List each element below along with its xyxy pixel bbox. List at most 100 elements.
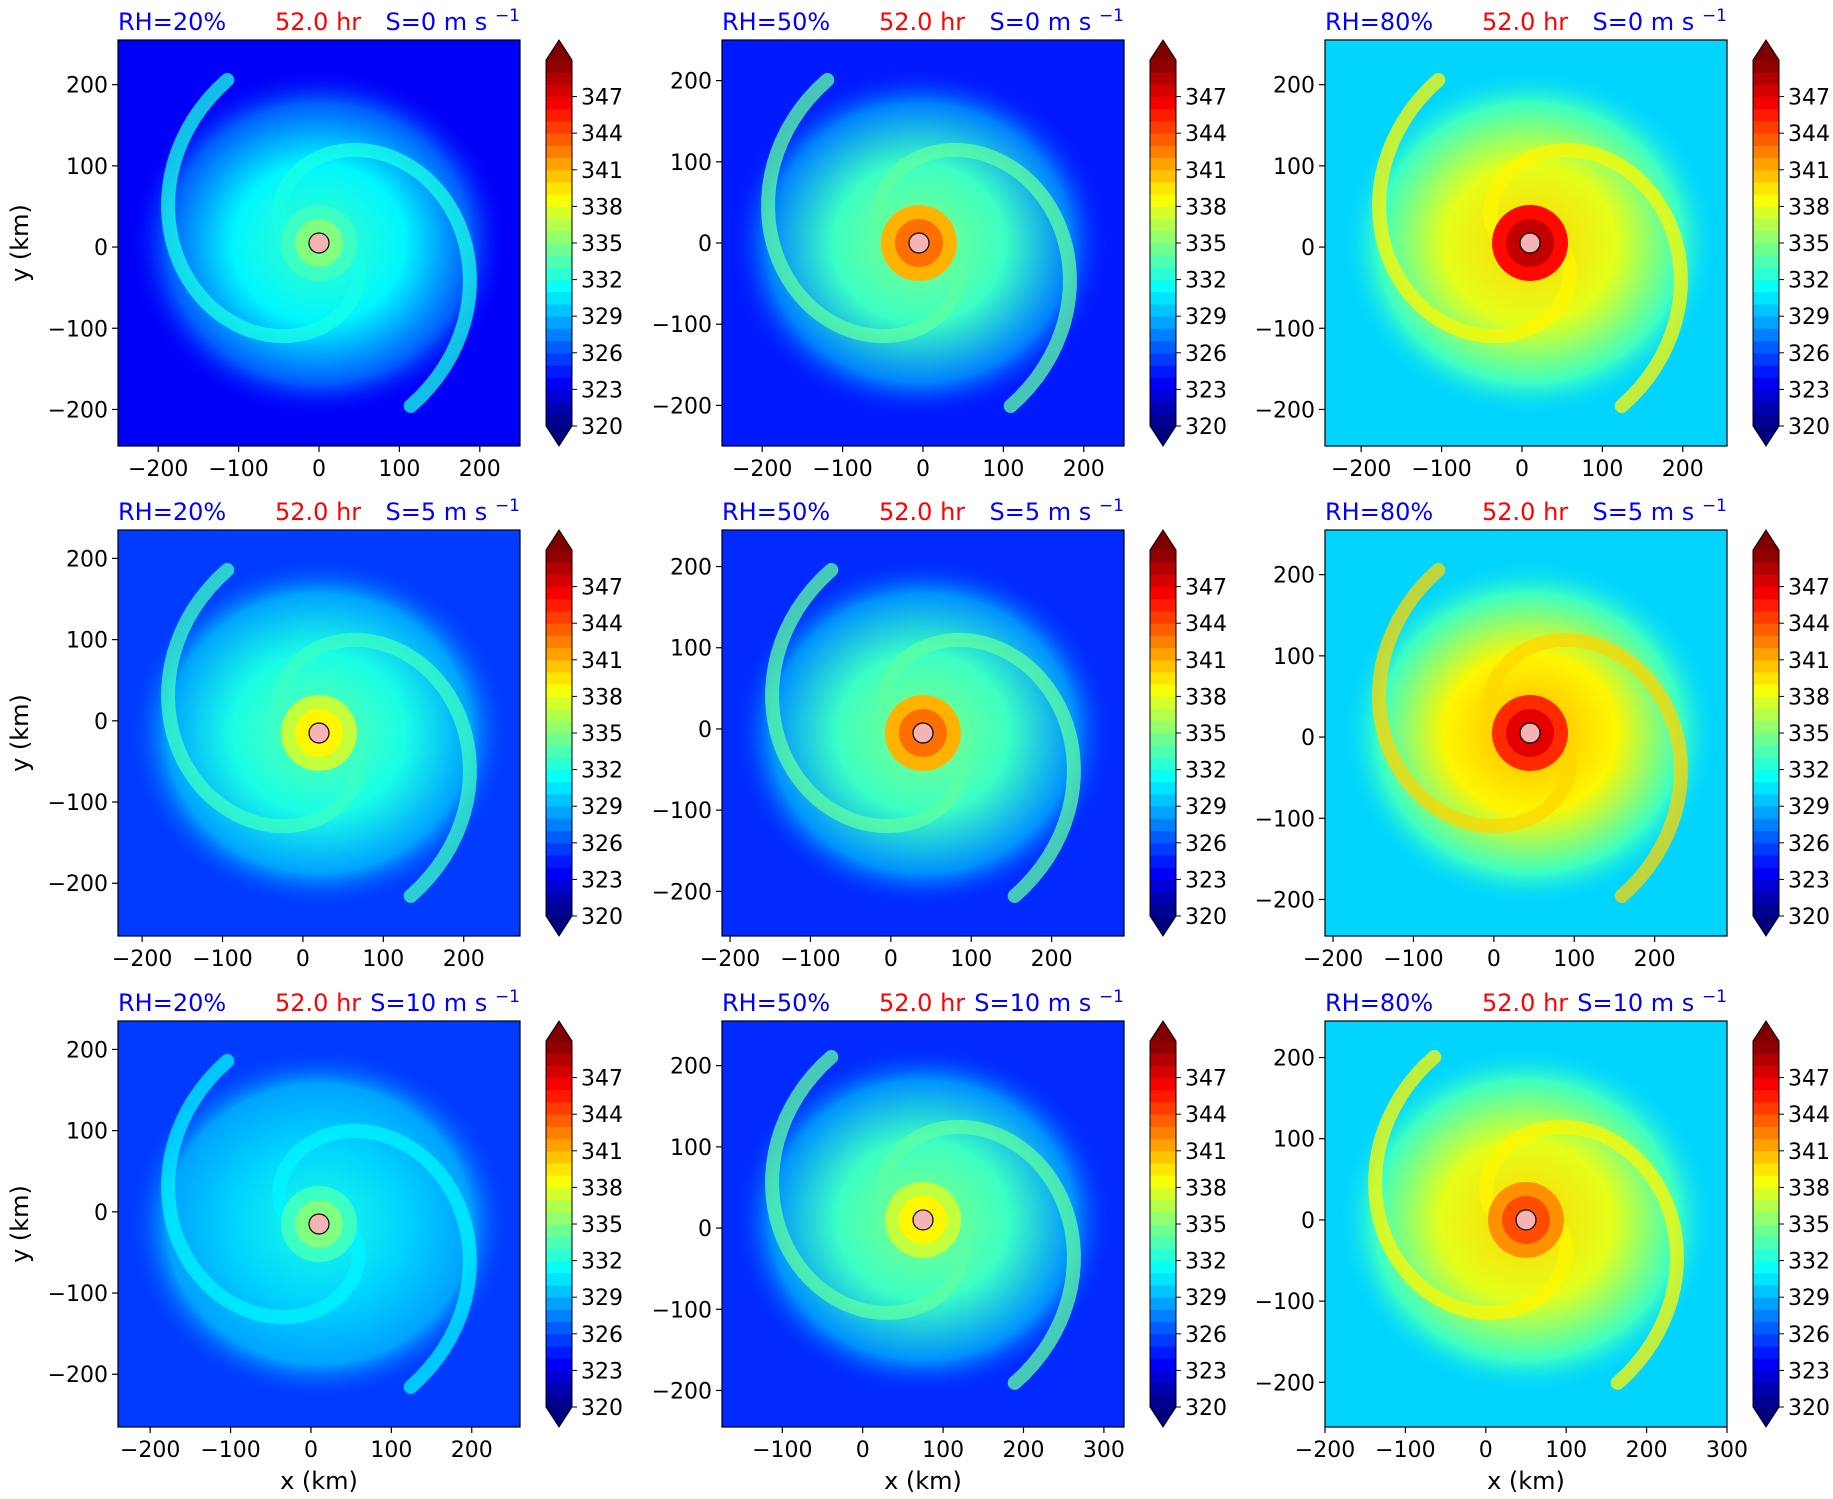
x-tick-label: 100 [362, 947, 404, 972]
y-tick-label: 0 [94, 236, 108, 261]
colorbar-tick-label: 347 [1185, 576, 1227, 601]
colorbar-band [1753, 1297, 1779, 1310]
colorbar-band [546, 1199, 572, 1213]
colorbar-band [1150, 635, 1176, 649]
time-label: 52.0 hr [275, 8, 361, 36]
colorbar-tick-label: 320 [1788, 415, 1830, 440]
colorbar-band [1753, 1138, 1779, 1152]
y-tick-label: 100 [670, 1136, 712, 1161]
time-label: 52.0 hr [1482, 8, 1568, 36]
y-tick-label: −100 [1255, 317, 1315, 342]
y-tick-label: 200 [670, 1055, 712, 1080]
colorbar-tick-label: 341 [581, 649, 623, 674]
colorbar-band [546, 818, 572, 832]
x-tick-label: −100 [192, 947, 252, 972]
x-tick-label: 200 [443, 947, 485, 972]
panel-9: −200 −100 0 100 200 300 −200 −100 0 100 200 RH=80% 5… [1255, 987, 1830, 1495]
rh-label: RH=80% [1325, 8, 1433, 36]
colorbar-band [546, 133, 572, 146]
y-tick-label: −100 [48, 317, 108, 342]
y-tick-label: 0 [698, 1217, 712, 1242]
colorbar-band [1753, 243, 1779, 256]
colorbar-band [1150, 1102, 1176, 1115]
colorbar-tick-label: 323 [1185, 868, 1227, 893]
x-axis-label: x (km) [280, 1467, 358, 1495]
colorbar-band [1753, 413, 1779, 427]
colorbar-band [1753, 708, 1779, 722]
colorbar-band [546, 855, 572, 868]
colorbar-band [1753, 1321, 1779, 1335]
rh-label: RH=50% [722, 8, 830, 36]
colorbar-band [546, 1285, 572, 1298]
colorbar-band [1753, 1370, 1779, 1384]
colorbar-band [1753, 230, 1779, 244]
colorbar-band [1150, 1150, 1176, 1164]
colorbar-band [1150, 1333, 1176, 1347]
colorbar-band [546, 1272, 572, 1286]
x-tick-label: 200 [459, 457, 501, 482]
colorbar-band [1150, 96, 1176, 110]
colorbar-tick-label: 329 [1788, 795, 1830, 820]
colorbar-tick-label: 347 [1788, 576, 1830, 601]
colorbar-band [1150, 157, 1176, 171]
colorbar-band [1150, 352, 1176, 366]
colorbar-tick-label: 323 [581, 1359, 623, 1384]
colorbar-band [1150, 1382, 1176, 1396]
colorbar-band [546, 340, 572, 354]
rh-label: RH=50% [722, 498, 830, 526]
colorbar-band [546, 879, 572, 893]
colorbar-band [1150, 696, 1176, 710]
colorbar-band [1150, 389, 1176, 403]
colorbar-band [1150, 169, 1176, 183]
colorbar-band [1150, 304, 1176, 317]
rh-label: RH=20% [118, 8, 226, 36]
colorbar-band [546, 733, 572, 746]
y-tick-label: 0 [698, 718, 712, 743]
colorbar-band [1150, 413, 1176, 427]
colorbar-band [546, 842, 572, 856]
colorbar-band [1150, 1272, 1176, 1286]
y-tick-label: −100 [48, 1282, 108, 1307]
colorbar-band [546, 1175, 572, 1188]
colorbar-extend-max [1150, 530, 1176, 550]
rainband-arm [1483, 632, 1688, 903]
y-tick-label: 100 [66, 629, 108, 654]
colorbar-band [1150, 1346, 1176, 1359]
rainband [761, 73, 1077, 413]
colorbar-tick-label: 332 [1788, 1250, 1830, 1275]
shear-label: S=0 m s −1 [1593, 6, 1727, 36]
y-tick-label: −200 [1255, 888, 1315, 913]
colorbar-band [1753, 1248, 1779, 1262]
colorbar-tick-label: 329 [1185, 795, 1227, 820]
colorbar-band [546, 672, 572, 685]
y-tick-label: 0 [698, 232, 712, 257]
colorbar-extend-min [546, 1407, 572, 1427]
storm-center-marker [912, 722, 934, 744]
colorbar-tick-label: 326 [1788, 832, 1830, 857]
colorbar-tick-label: 338 [581, 195, 623, 220]
y-tick-label: −200 [1255, 398, 1315, 423]
colorbar-band [1150, 1370, 1176, 1384]
shear-label: S=5 m s −1 [990, 496, 1124, 526]
colorbar-tick-label: 326 [1185, 342, 1227, 367]
colorbar-extend-max [546, 1021, 572, 1041]
y-tick-label: 200 [670, 70, 712, 95]
y-tick-label: 100 [66, 155, 108, 180]
colorbar-tick-label: 332 [1788, 759, 1830, 784]
shear-label: S=10 m s −1 [370, 987, 520, 1017]
colorbar-band [1753, 182, 1779, 195]
x-tick-label: 0 [856, 1438, 870, 1463]
shear-label: S=0 m s −1 [386, 6, 520, 36]
colorbar-band [1150, 1089, 1176, 1103]
x-tick-label: −200 [700, 947, 760, 972]
colorbar-band [546, 60, 572, 73]
rainband-arm [272, 632, 477, 903]
panel-2: −200 −100 0 100 200 −200 −100 0 100 200 RH=50% 52.0… [652, 6, 1227, 482]
colorbar: 347 344 341 338 335 332 329 326 323 320 [1149, 39, 1227, 447]
colorbar-tick-label: 344 [1185, 612, 1227, 637]
y-tick-label: 100 [1273, 645, 1315, 670]
colorbar-tick-label: 329 [581, 1286, 623, 1311]
colorbar-tick-label: 320 [1185, 905, 1227, 930]
colorbar-band [1753, 879, 1779, 893]
storm-center-marker [1519, 722, 1541, 744]
